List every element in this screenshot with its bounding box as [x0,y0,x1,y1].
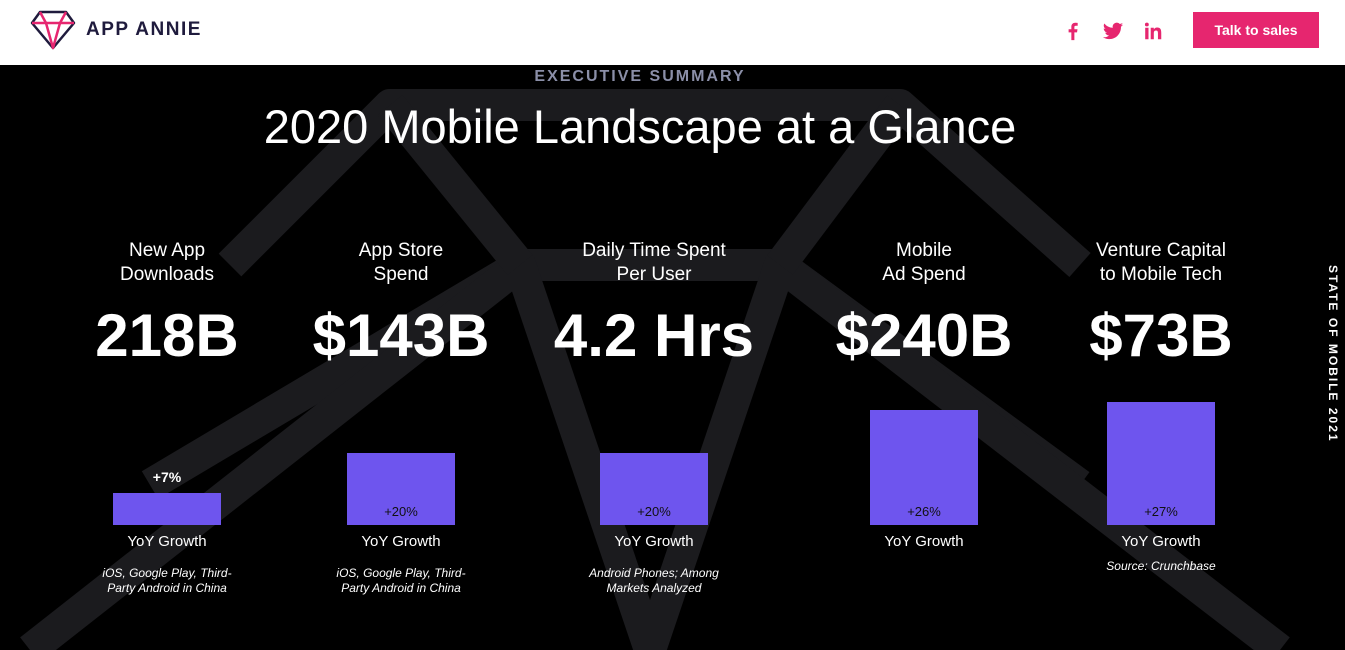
hero-section: EXECUTIVE SUMMARY 2020 Mobile Landscape … [0,65,1345,650]
facebook-icon [1068,22,1078,41]
yoy-label: YoY Growth [884,533,964,550]
stat-card: Mobile Ad Spend $240B +26% YoY Growth [794,239,1054,550]
stat-label: New App Downloads [120,240,214,285]
stat-card: Venture Capital to Mobile Tech $73B +27%… [1031,239,1291,573]
twitter-link[interactable] [1100,18,1126,44]
stat-card: New App Downloads 218B +7% YoY Growth iO… [37,239,297,595]
yoy-label: YoY Growth [1121,533,1201,550]
twitter-icon [1102,22,1124,40]
stat-value: $240B [835,302,1013,369]
growth-bar [113,493,221,525]
growth-label: +26% [907,504,941,519]
stat-value: $73B [1089,302,1233,369]
stat-card: Daily Time Spent Per User 4.2 Hrs +20% Y… [524,239,784,595]
stat-value: $143B [312,302,490,369]
page-title: 2020 Mobile Landscape at a Glance [263,100,1017,153]
facebook-link[interactable] [1060,18,1086,44]
top-header: APP ANNIE Talk to sales [0,0,1345,65]
linkedin-link[interactable] [1140,18,1166,44]
stat-value: 218B [95,302,239,369]
stat-label: App Store Spend [358,240,444,285]
growth-label: +7% [152,469,182,485]
yoy-label: YoY Growth [361,533,441,550]
diamond-logo-icon [30,10,76,50]
growth-label: +20% [637,504,671,519]
stat-label: Daily Time Spent Per User [582,240,726,285]
state-of-mobile-side-tab[interactable]: STATE OF MOBILE 2021 [1326,265,1340,443]
stat-footnote: Android Phones; Among Markets Analyzed [589,566,719,595]
app-annie-logo[interactable]: APP ANNIE [30,10,202,50]
growth-label: +20% [384,504,418,519]
stat-value: 4.2 Hrs [553,302,755,369]
stat-label: Mobile Ad Spend [882,240,966,285]
growth-bar: +27% [1107,402,1215,525]
background-diamond-graphic [20,89,1290,650]
stat-label: Venture Capital to Mobile Tech [1096,240,1226,285]
stat-footnote: iOS, Google Play, Third- Party Android i… [102,566,232,595]
section-eyebrow: EXECUTIVE SUMMARY [534,68,746,85]
yoy-label: YoY Growth [614,533,694,550]
stat-card: App Store Spend $143B +20% YoY Growth iO… [271,239,531,595]
yoy-label: YoY Growth [127,533,207,550]
talk-to-sales-button[interactable]: Talk to sales [1193,12,1319,48]
linkedin-icon [1144,22,1162,40]
growth-bar: +26% [870,410,978,525]
brand-name: APP ANNIE [86,19,202,40]
growth-bar: +20% [347,453,455,525]
growth-bar: +20% [600,453,708,525]
stat-footnote: iOS, Google Play, Third- Party Android i… [336,566,466,595]
growth-label: +27% [1144,504,1178,519]
stat-footnote: Source: Crunchbase [1106,559,1216,573]
